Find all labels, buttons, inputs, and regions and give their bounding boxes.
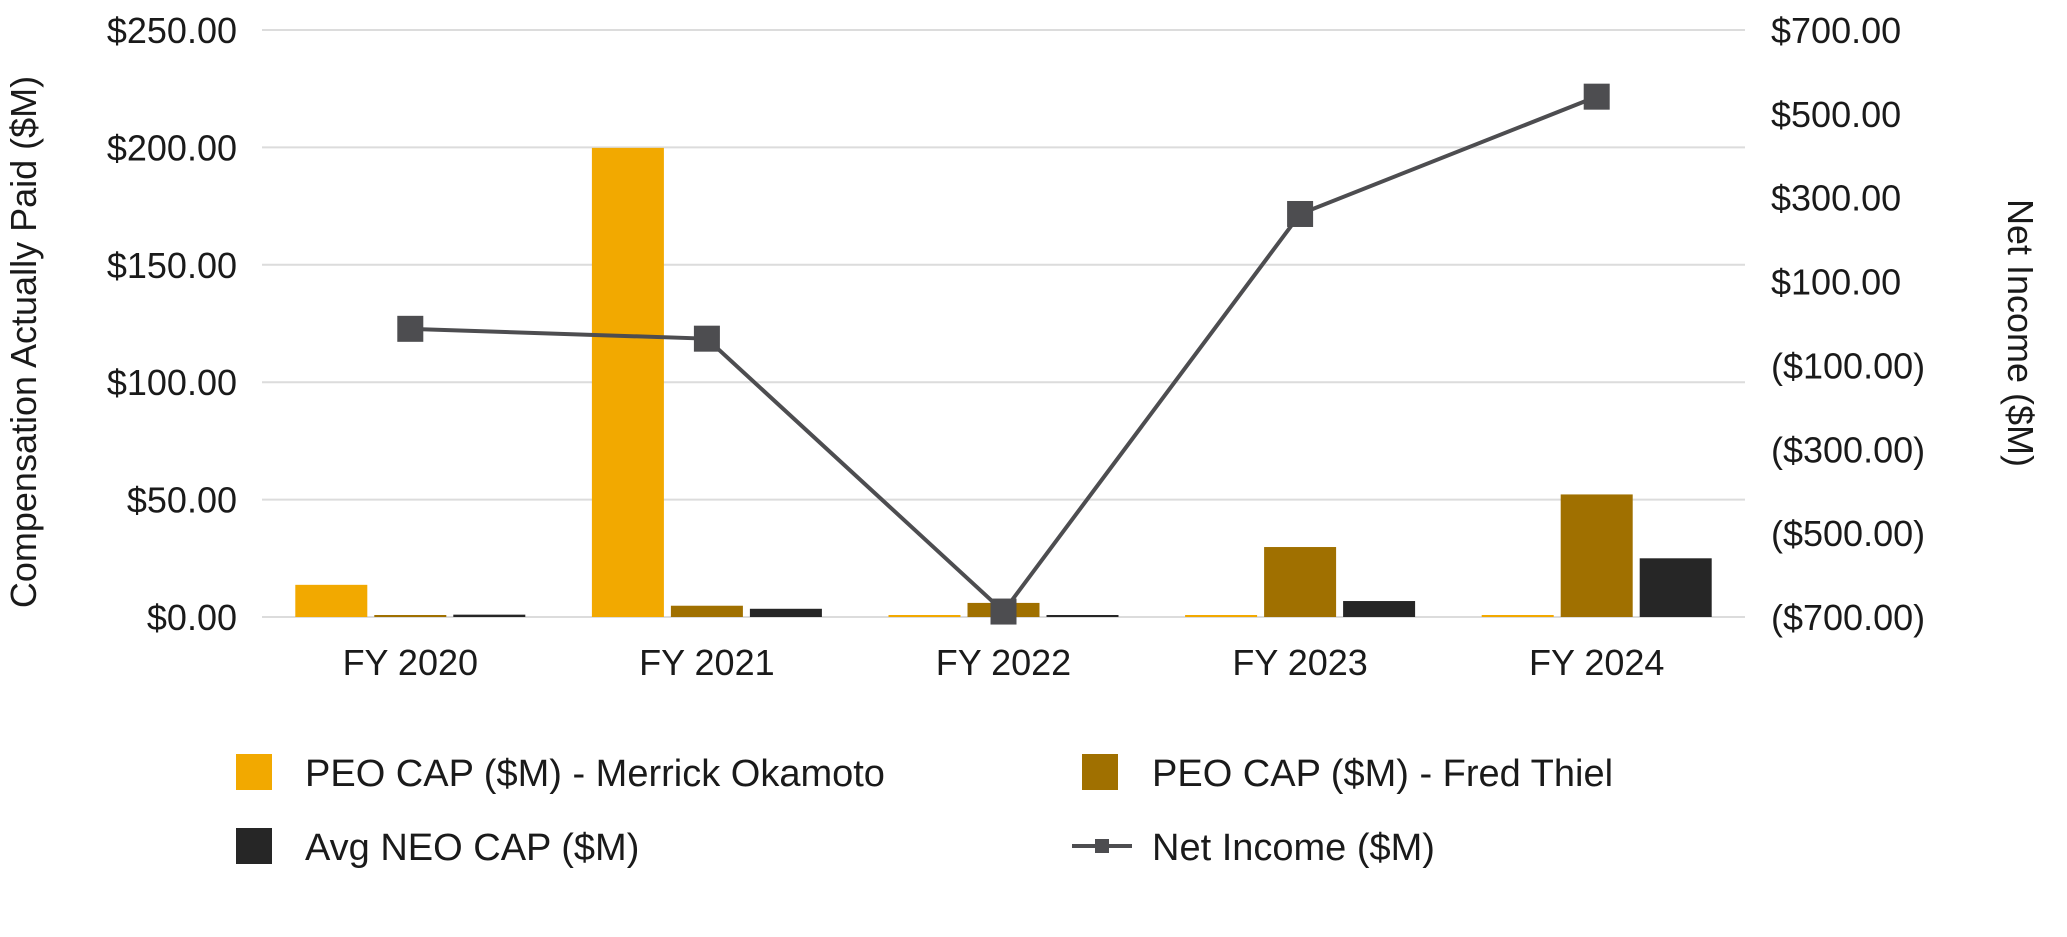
line-point [693, 325, 720, 352]
right-tick-label: $100.00 [1771, 262, 1901, 303]
bar [1264, 547, 1337, 617]
bar [591, 147, 664, 617]
bar [888, 615, 961, 617]
x-tick-label: FY 2020 [343, 642, 478, 683]
bar [453, 614, 526, 617]
x-tick-label: FY 2021 [639, 642, 774, 683]
legend-item-merrick-okamoto: PEO CAP ($M) - Merrick Okamoto [236, 753, 885, 795]
bar [670, 605, 743, 617]
bar [295, 584, 368, 617]
right-tick-label: $700.00 [1771, 10, 1901, 51]
x-axis-ticks: FY 2020 FY 2021 FY 2022 FY 2023 FY 2024 [343, 642, 1665, 683]
bar [1560, 494, 1633, 617]
legend-label-net-income: Net Income ($M) [1152, 827, 1435, 869]
x-tick-label: FY 2023 [1232, 642, 1367, 683]
left-axis-ticks: $0.00 $50.00 $100.00 $150.00 $200.00 $250.00 [107, 10, 237, 638]
legend: PEO CAP ($M) - Merrick Okamoto PEO CAP (… [236, 753, 1613, 869]
bar [1046, 615, 1119, 617]
legend-item-fred-thiel: PEO CAP ($M) - Fred Thiel [1082, 753, 1613, 795]
left-tick-label: $100.00 [107, 362, 237, 403]
legend-item-avg-neo: Avg NEO CAP ($M) [236, 827, 639, 869]
left-tick-label: $200.00 [107, 127, 237, 168]
gridlines [262, 29, 1745, 618]
bar [1185, 615, 1258, 617]
left-axis-title: Compensation Actually Paid ($M) [3, 76, 44, 608]
bar [749, 608, 822, 617]
legend-swatch-avg-neo [236, 828, 272, 864]
left-tick-label: $0.00 [147, 597, 237, 638]
line-point [1583, 83, 1610, 110]
right-tick-label: ($100.00) [1771, 345, 1925, 386]
bar [1639, 558, 1712, 617]
bar [1481, 615, 1554, 617]
left-tick-label: $250.00 [107, 10, 237, 51]
right-axis-title: Net Income ($M) [2000, 199, 2041, 467]
bar [374, 615, 447, 617]
left-tick-label: $50.00 [127, 480, 237, 521]
bars [295, 147, 1712, 617]
legend-item-net-income: Net Income ($M) [1072, 827, 1435, 869]
series-line [410, 94, 1598, 615]
right-tick-label: ($300.00) [1771, 429, 1925, 470]
right-axis-ticks: ($700.00) ($500.00) ($300.00) ($100.00) $100… [1771, 10, 1925, 638]
legend-marker-net-income [1095, 839, 1109, 853]
right-tick-label: ($700.00) [1771, 597, 1925, 638]
right-tick-label: ($500.00) [1771, 513, 1925, 554]
x-tick-label: FY 2022 [936, 642, 1071, 683]
line-point [990, 598, 1017, 625]
left-tick-label: $150.00 [107, 245, 237, 286]
line-point [1287, 200, 1314, 227]
bar [1343, 601, 1416, 617]
line-point [397, 315, 424, 342]
legend-label-merrick-okamoto: PEO CAP ($M) - Merrick Okamoto [305, 753, 885, 795]
right-tick-label: $300.00 [1771, 178, 1901, 219]
net-income-line [397, 83, 1610, 625]
legend-swatch-fred-thiel [1082, 754, 1118, 790]
right-tick-label: $500.00 [1771, 94, 1901, 135]
legend-label-avg-neo: Avg NEO CAP ($M) [305, 827, 639, 869]
legend-label-fred-thiel: PEO CAP ($M) - Fred Thiel [1152, 753, 1613, 795]
legend-swatch-merrick-okamoto [236, 754, 272, 790]
x-tick-label: FY 2024 [1529, 642, 1664, 683]
